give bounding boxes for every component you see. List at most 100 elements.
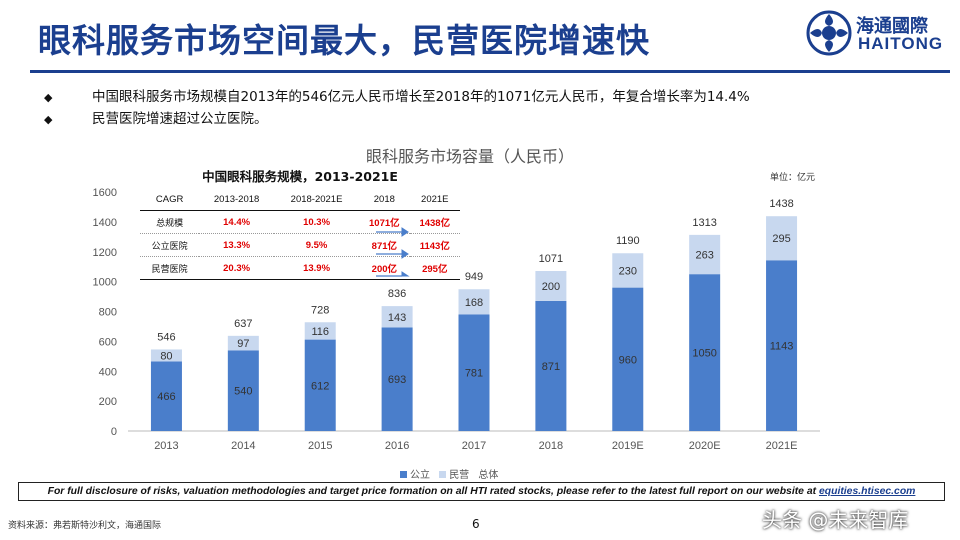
disclaimer-banner: For full disclosure of risks, valuation … bbox=[18, 482, 945, 501]
bar-private bbox=[381, 306, 413, 328]
cagr-cell: 20.3% bbox=[199, 256, 274, 280]
data-label-total: 728 bbox=[311, 304, 329, 316]
bullet-text: 中国眼科服务市场规模自2013年的546亿元人民币增长至2018年的1071亿元… bbox=[92, 89, 750, 105]
watermark: 头条 @未来智库 bbox=[762, 508, 909, 532]
haitong-emblem-icon bbox=[806, 10, 852, 56]
x-tick-label: 2017 bbox=[462, 440, 486, 452]
x-tick-label: 2013 bbox=[154, 440, 178, 452]
header-cell: 2018 bbox=[359, 188, 410, 211]
value-cell: 871亿 bbox=[359, 233, 410, 257]
bar-private bbox=[766, 216, 798, 261]
website-link[interactable]: equities.htisec.com bbox=[818, 486, 916, 497]
logo-chinese-name: 海通國際 bbox=[856, 16, 928, 37]
data-label-total: 546 bbox=[157, 331, 175, 343]
y-tick-label: 600 bbox=[99, 336, 117, 348]
data-label-public: 960 bbox=[619, 354, 637, 366]
unit-label: 单位：亿元 bbox=[770, 173, 816, 183]
cagr-cell: 13.3% bbox=[199, 233, 274, 257]
data-label-public: 466 bbox=[157, 391, 175, 403]
data-label-public: 1050 bbox=[692, 348, 716, 360]
legend-item-total: 总体 bbox=[478, 470, 498, 481]
cagr-table-title: 中国眼科服务规模，2013-2021E bbox=[202, 169, 398, 184]
legend-swatch-private bbox=[439, 471, 447, 478]
data-label-total: 1190 bbox=[616, 235, 640, 247]
cagr-cell: 13.9% bbox=[273, 256, 360, 280]
bar-private bbox=[304, 322, 336, 340]
cagr-cell: 10.3% bbox=[273, 210, 360, 234]
bullet-text: 民营医院增速超过公立医院。 bbox=[92, 111, 268, 127]
data-label-private: 263 bbox=[695, 250, 713, 262]
bar-public bbox=[689, 274, 721, 431]
haitong-logo: 海通國際 HAITONG bbox=[806, 10, 956, 58]
table-row: 公立医院 13.3% 9.5% 871亿 1143亿 bbox=[140, 233, 460, 257]
cagr-cell: 14.4% bbox=[199, 210, 274, 234]
data-label-private: 116 bbox=[311, 326, 329, 338]
header-cell: 2013-2018 bbox=[199, 188, 274, 211]
y-tick-label: 1200 bbox=[93, 247, 117, 259]
data-label-public: 781 bbox=[465, 368, 483, 380]
bar-public bbox=[612, 287, 644, 431]
legend-label-public: 公立 bbox=[410, 470, 430, 481]
bar-private bbox=[150, 349, 182, 362]
bar-public bbox=[227, 350, 259, 431]
x-tick-label: 2016 bbox=[385, 440, 409, 452]
data-label-total: 1313 bbox=[692, 217, 716, 229]
page-title: 眼科服务市场空间最大，民营医院增速快 bbox=[38, 21, 650, 60]
data-label-private: 295 bbox=[772, 233, 790, 245]
y-tick-label: 800 bbox=[99, 307, 117, 319]
data-label-public: 871 bbox=[542, 361, 560, 373]
row-label: 民营医院 bbox=[140, 256, 200, 280]
data-label-private: 143 bbox=[388, 312, 406, 324]
value-cell: 1438亿 bbox=[409, 210, 460, 234]
x-tick-label: 2021E bbox=[766, 440, 798, 452]
y-tick-label: 200 bbox=[99, 396, 117, 408]
source-note: 资料来源：弗若斯特沙利文，海通国际 bbox=[8, 521, 162, 531]
header-cell: 2021E bbox=[409, 188, 460, 211]
bar-private bbox=[458, 289, 490, 315]
bullet-item: ◆ 中国眼科服务市场规模自2013年的546亿元人民币增长至2018年的1071亿… bbox=[44, 86, 750, 108]
bar-public bbox=[535, 300, 567, 431]
data-label-private: 168 bbox=[465, 297, 483, 309]
data-label-private: 200 bbox=[542, 281, 560, 293]
bar-private bbox=[689, 234, 721, 275]
data-label-total: 836 bbox=[388, 288, 406, 300]
row-label: 总规模 bbox=[140, 210, 200, 234]
y-tick-label: 0 bbox=[111, 426, 117, 438]
bullet-list: ◆ 中国眼科服务市场规模自2013年的546亿元人民币增长至2018年的1071亿… bbox=[44, 86, 750, 130]
data-label-total: 949 bbox=[465, 271, 483, 283]
table-row: 总规模 14.4% 10.3% 1071亿 1438亿 bbox=[140, 210, 460, 234]
value-cell: 200亿 bbox=[359, 256, 410, 280]
x-tick-label: 2019E bbox=[612, 440, 644, 452]
legend-swatch-public bbox=[400, 471, 407, 478]
x-tick-label: 2015 bbox=[308, 440, 332, 452]
disclaimer-text: For full disclosure of risks, valuation … bbox=[47, 486, 817, 497]
legend-item-private: 民营 bbox=[439, 470, 469, 481]
table-row: 民营医院 20.3% 13.9% 200亿 295亿 bbox=[140, 256, 460, 280]
value-cell: 1071亿 bbox=[359, 210, 410, 234]
cagr-table-header: CAGR 2013-2018 2018-2021E 2018 2021E bbox=[140, 188, 460, 211]
data-label-total: 1071 bbox=[539, 253, 563, 265]
chart-legend: 公立 民营 总体 bbox=[400, 466, 504, 481]
x-tick-label: 2018 bbox=[539, 440, 563, 452]
legend-label-private: 民营 bbox=[449, 470, 470, 481]
data-label-public: 1143 bbox=[770, 341, 794, 353]
logo-english-name: HAITONG bbox=[858, 34, 944, 53]
legend-item-public: 公立 bbox=[400, 470, 430, 481]
value-cell: 295亿 bbox=[409, 256, 460, 280]
data-label-private: 230 bbox=[619, 265, 637, 277]
y-tick-label: 1400 bbox=[93, 217, 117, 229]
cagr-cell: 9.5% bbox=[273, 233, 360, 257]
bar-public bbox=[381, 327, 413, 431]
x-tick-label: 2020E bbox=[689, 440, 721, 452]
diamond-bullet-icon: ◆ bbox=[44, 91, 53, 104]
data-label-private: 97 bbox=[237, 338, 249, 350]
y-tick-label: 1600 bbox=[93, 187, 117, 199]
data-label-total: 1438 bbox=[769, 198, 793, 210]
header-divider bbox=[30, 70, 950, 73]
value-cell: 1143亿 bbox=[409, 233, 460, 257]
row-label: 公立医院 bbox=[140, 233, 200, 257]
header-cell: CAGR bbox=[140, 188, 200, 211]
bar-private bbox=[535, 271, 567, 301]
data-label-public: 612 bbox=[311, 380, 329, 392]
bullet-item: ◆ 民营医院增速超过公立医院。 bbox=[44, 108, 750, 130]
